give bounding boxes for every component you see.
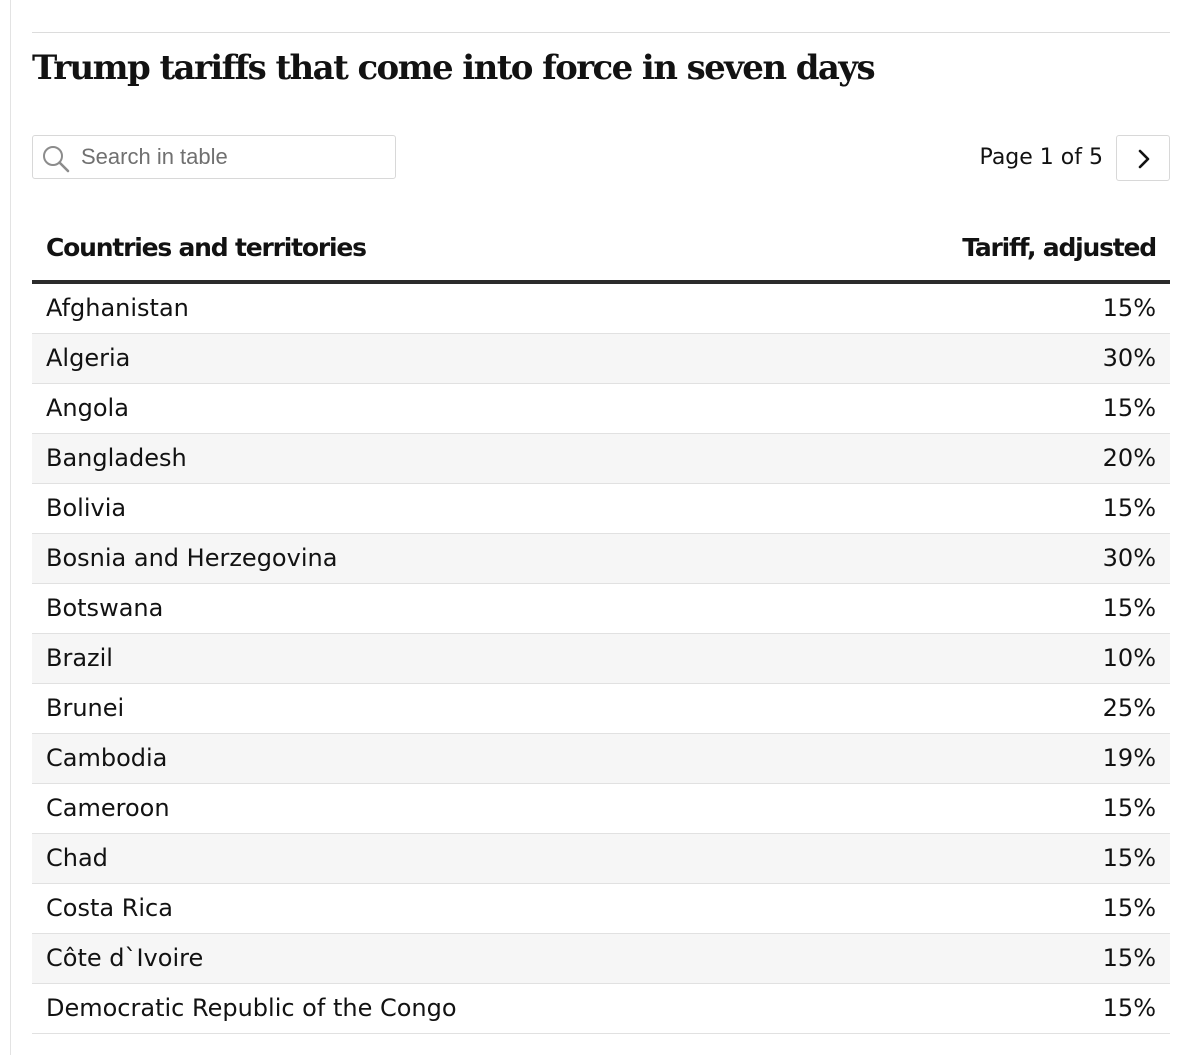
table-row: Afghanistan 15% (32, 284, 1170, 334)
next-page-button[interactable] (1116, 135, 1170, 181)
country-cell: Cameroon (46, 794, 170, 822)
table-row: Côte d`Ivoire 15% (32, 934, 1170, 984)
country-cell: Brunei (46, 694, 125, 722)
search-box[interactable] (32, 135, 396, 179)
tariff-cell: 15% (1102, 944, 1156, 972)
table-row: Chad 15% (32, 834, 1170, 884)
table-row: Cameroon 15% (32, 784, 1170, 834)
country-cell: Côte d`Ivoire (46, 944, 204, 972)
tariff-cell: 30% (1102, 344, 1156, 372)
table-row: Algeria 30% (32, 334, 1170, 384)
table-body: Afghanistan 15% Algeria 30% Angola 15% Banglad… (32, 284, 1170, 1034)
country-cell: Chad (46, 844, 108, 872)
tariff-cell: 19% (1102, 744, 1156, 772)
table-row: Brunei 25% (32, 684, 1170, 734)
country-cell: Bolivia (46, 494, 127, 522)
table-row: Bolivia 15% (32, 484, 1170, 534)
tariff-cell: 25% (1102, 694, 1156, 722)
left-divider (10, 0, 11, 1055)
tariff-cell: 20% (1102, 444, 1156, 472)
column-header-country[interactable]: Countries and territories (46, 233, 367, 262)
country-cell: Brazil (46, 644, 113, 672)
tariff-cell: 15% (1102, 494, 1156, 522)
table-row: Bosnia and Herzegovina 30% (32, 534, 1170, 584)
country-cell: Bosnia and Herzegovina (46, 544, 338, 572)
chevron-right-icon (1138, 149, 1150, 169)
tariff-cell: 15% (1102, 594, 1156, 622)
tariff-cell: 15% (1102, 794, 1156, 822)
country-cell: Angola (46, 394, 129, 422)
search-icon (41, 144, 71, 174)
country-cell: Bangladesh (46, 444, 187, 472)
table-row: Angola 15% (32, 384, 1170, 434)
table-row: Brazil 10% (32, 634, 1170, 684)
country-cell: Afghanistan (46, 294, 189, 322)
tariff-cell: 30% (1102, 544, 1156, 572)
tariff-cell: 10% (1102, 644, 1156, 672)
country-cell: Botswana (46, 594, 164, 622)
table-header: Countries and territories Tariff, adjust… (32, 222, 1170, 284)
country-cell: Algeria (46, 344, 131, 372)
table-row: Costa Rica 15% (32, 884, 1170, 934)
top-divider (32, 32, 1170, 33)
tariff-cell: 15% (1102, 844, 1156, 872)
column-header-tariff[interactable]: Tariff, adjusted (962, 233, 1157, 262)
page-title: Trump tariffs that come into force in se… (32, 48, 876, 88)
country-cell: Costa Rica (46, 894, 173, 922)
tariff-cell: 15% (1102, 394, 1156, 422)
tariff-cell: 15% (1102, 894, 1156, 922)
table-row: Bangladesh 20% (32, 434, 1170, 484)
country-cell: Democratic Republic of the Congo (46, 994, 457, 1022)
page-indicator: Page 1 of 5 (979, 145, 1103, 170)
country-cell: Cambodia (46, 744, 168, 772)
table-row: Democratic Republic of the Congo 15% (32, 984, 1170, 1034)
tariff-cell: 15% (1102, 294, 1156, 322)
table-row: Botswana 15% (32, 584, 1170, 634)
tariff-table: Countries and territories Tariff, adjust… (32, 222, 1170, 1034)
table-row: Cambodia 19% (32, 734, 1170, 784)
search-input[interactable] (81, 141, 381, 173)
tariff-cell: 15% (1102, 994, 1156, 1022)
